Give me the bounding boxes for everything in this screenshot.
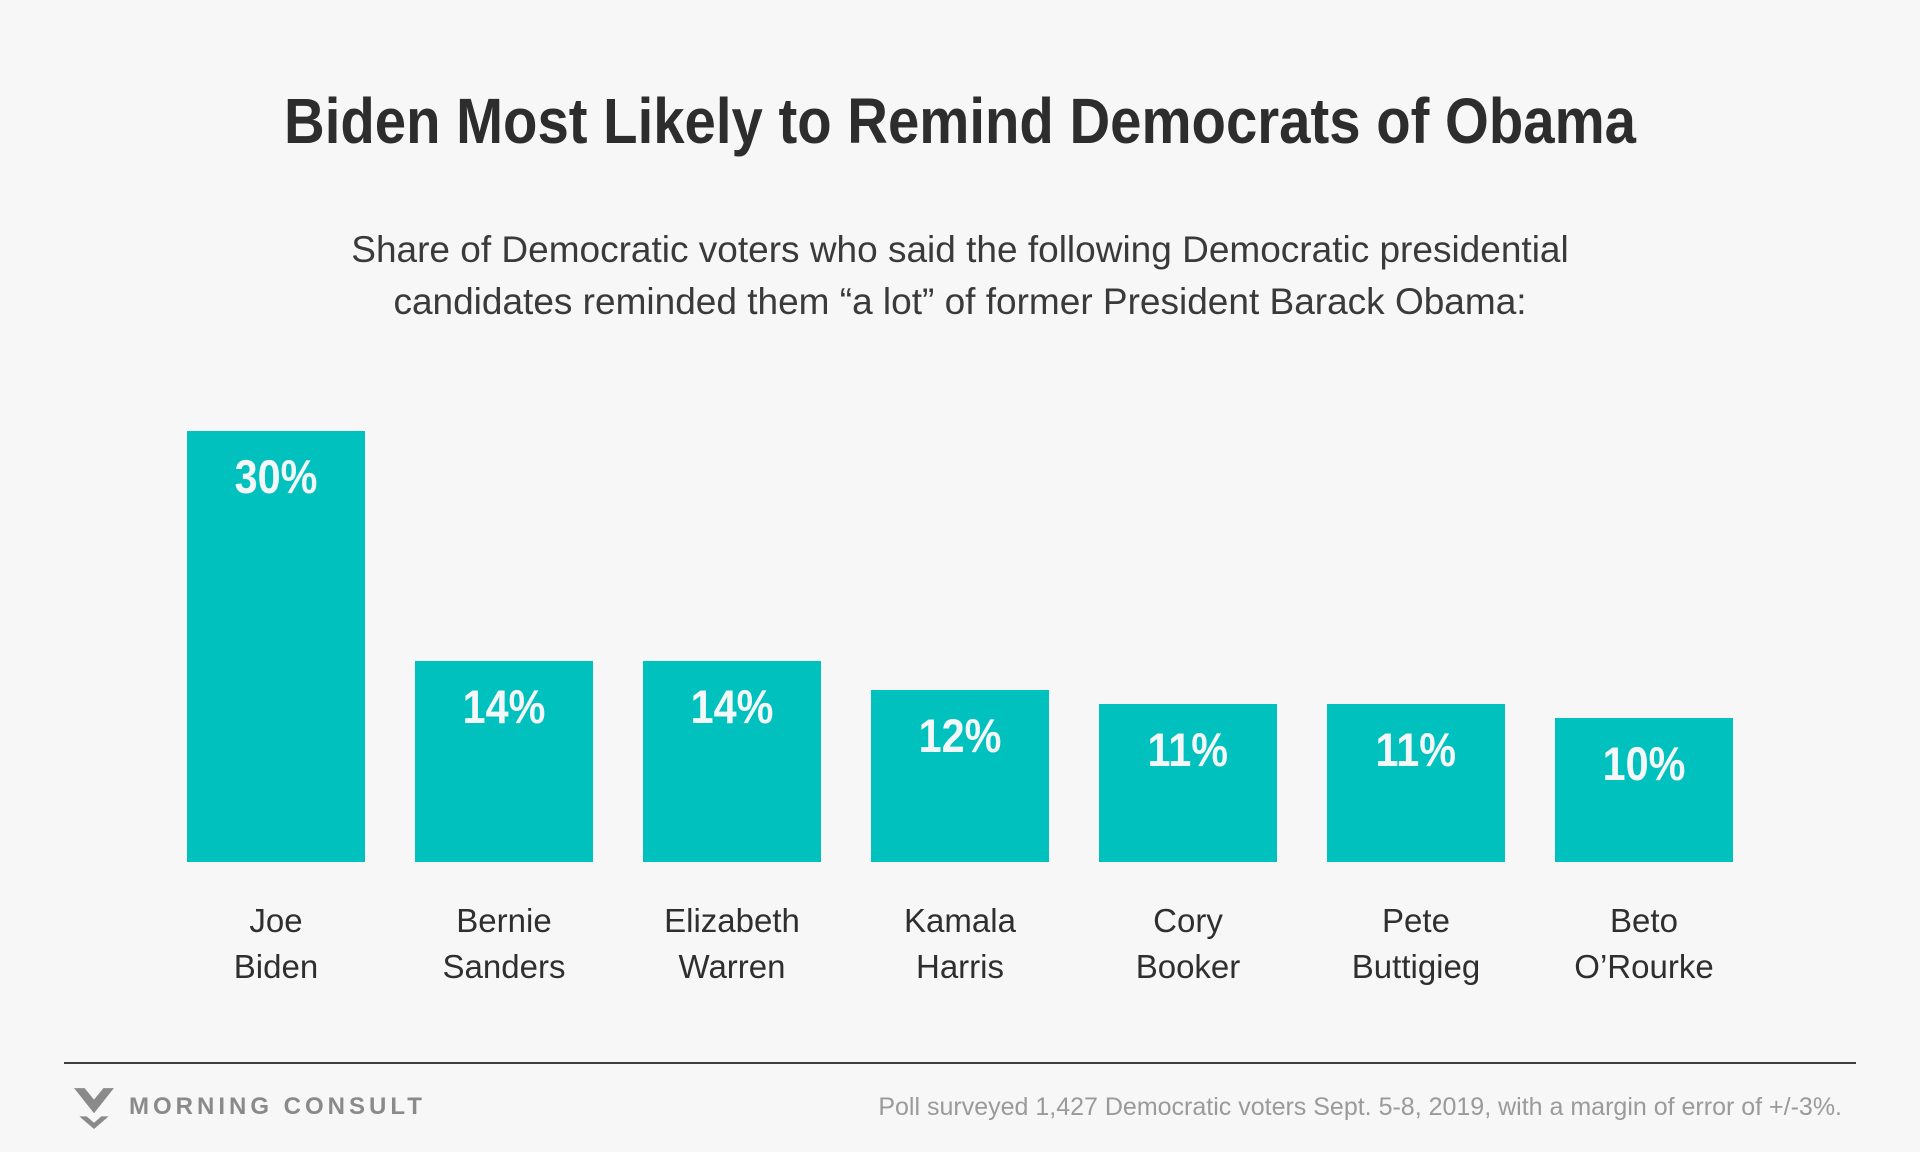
brand-wordmark: MORNING CONSULT — [129, 1093, 426, 1120]
bar-kamala-harris: 12% — [871, 690, 1049, 862]
poll-methodology-note: Poll surveyed 1,427 Democratic voters Se… — [878, 1093, 1842, 1121]
category-label-cory-booker: Cory Booker — [1099, 898, 1277, 990]
bar-cory-booker: 11% — [1099, 704, 1277, 862]
brand-logo: MORNING CONSULT — [73, 1084, 426, 1130]
chart-subtitle: Share of Democratic voters who said the … — [0, 224, 1920, 328]
category-label-line: O’Rourke — [1574, 948, 1714, 985]
bar-joe-biden: 30% — [187, 431, 365, 862]
bar-bernie-sanders: 14% — [415, 661, 593, 862]
category-label-line: Bernie — [456, 902, 552, 939]
category-label-line: Buttigieg — [1351, 948, 1481, 985]
bar-beto-o-rourke: 10% — [1555, 718, 1733, 862]
bar-value-label-kamala-harris: 12% — [918, 709, 1002, 762]
category-label-line: Joe — [249, 902, 303, 939]
category-label-beto-o-rourke: Beto O’Rourke — [1555, 898, 1733, 990]
bar-value-label-bernie-sanders: 14% — [462, 680, 546, 733]
category-label-line: Cory — [1153, 902, 1223, 939]
bar-value-label-cory-booker: 11% — [1147, 723, 1229, 776]
bar-value-label-joe-biden: 30% — [234, 450, 318, 503]
category-label-line: Kamala — [904, 902, 1016, 939]
category-label-line: Booker — [1135, 948, 1241, 985]
category-labels-row: Joe Biden Bernie Sanders Elizabeth Warren Kama… — [0, 898, 1920, 990]
category-label-line: Sanders — [442, 948, 566, 985]
bar-elizabeth-warren: 14% — [643, 661, 821, 862]
category-label-line: Warren — [678, 948, 786, 985]
category-label-kamala-harris: Kamala Harris — [871, 898, 1049, 990]
chart-subtitle-line-1: Share of Democratic voters who said the … — [351, 229, 1569, 270]
category-label-pete-buttigieg: Pete Buttigieg — [1327, 898, 1505, 990]
chart-subtitle-line-2: candidates reminded them “a lot” of form… — [393, 281, 1527, 322]
category-label-elizabeth-warren: Elizabeth Warren — [643, 898, 821, 990]
bar-pete-buttigieg: 11% — [1327, 704, 1505, 862]
category-label-line: Harris — [916, 948, 1004, 985]
bar-chart: 30% 14% 14% 12% 11% 11% 10% — [0, 431, 1920, 862]
category-label-line: Beto — [1610, 902, 1678, 939]
bar-value-label-beto-o-rourke: 10% — [1602, 737, 1686, 790]
bar-value-label-pete-buttigieg: 11% — [1375, 723, 1457, 776]
category-label-bernie-sanders: Bernie Sanders — [415, 898, 593, 990]
footer-divider — [64, 1062, 1856, 1064]
category-label-line: Pete — [1382, 902, 1450, 939]
category-label-line: Biden — [233, 948, 319, 985]
chart-title: Biden Most Likely to Remind Democrats of… — [284, 85, 1636, 157]
category-label-line: Elizabeth — [664, 902, 800, 939]
bar-value-label-elizabeth-warren: 14% — [690, 680, 774, 733]
morning-consult-m-icon — [74, 1088, 114, 1129]
category-label-joe-biden: Joe Biden — [187, 898, 365, 990]
